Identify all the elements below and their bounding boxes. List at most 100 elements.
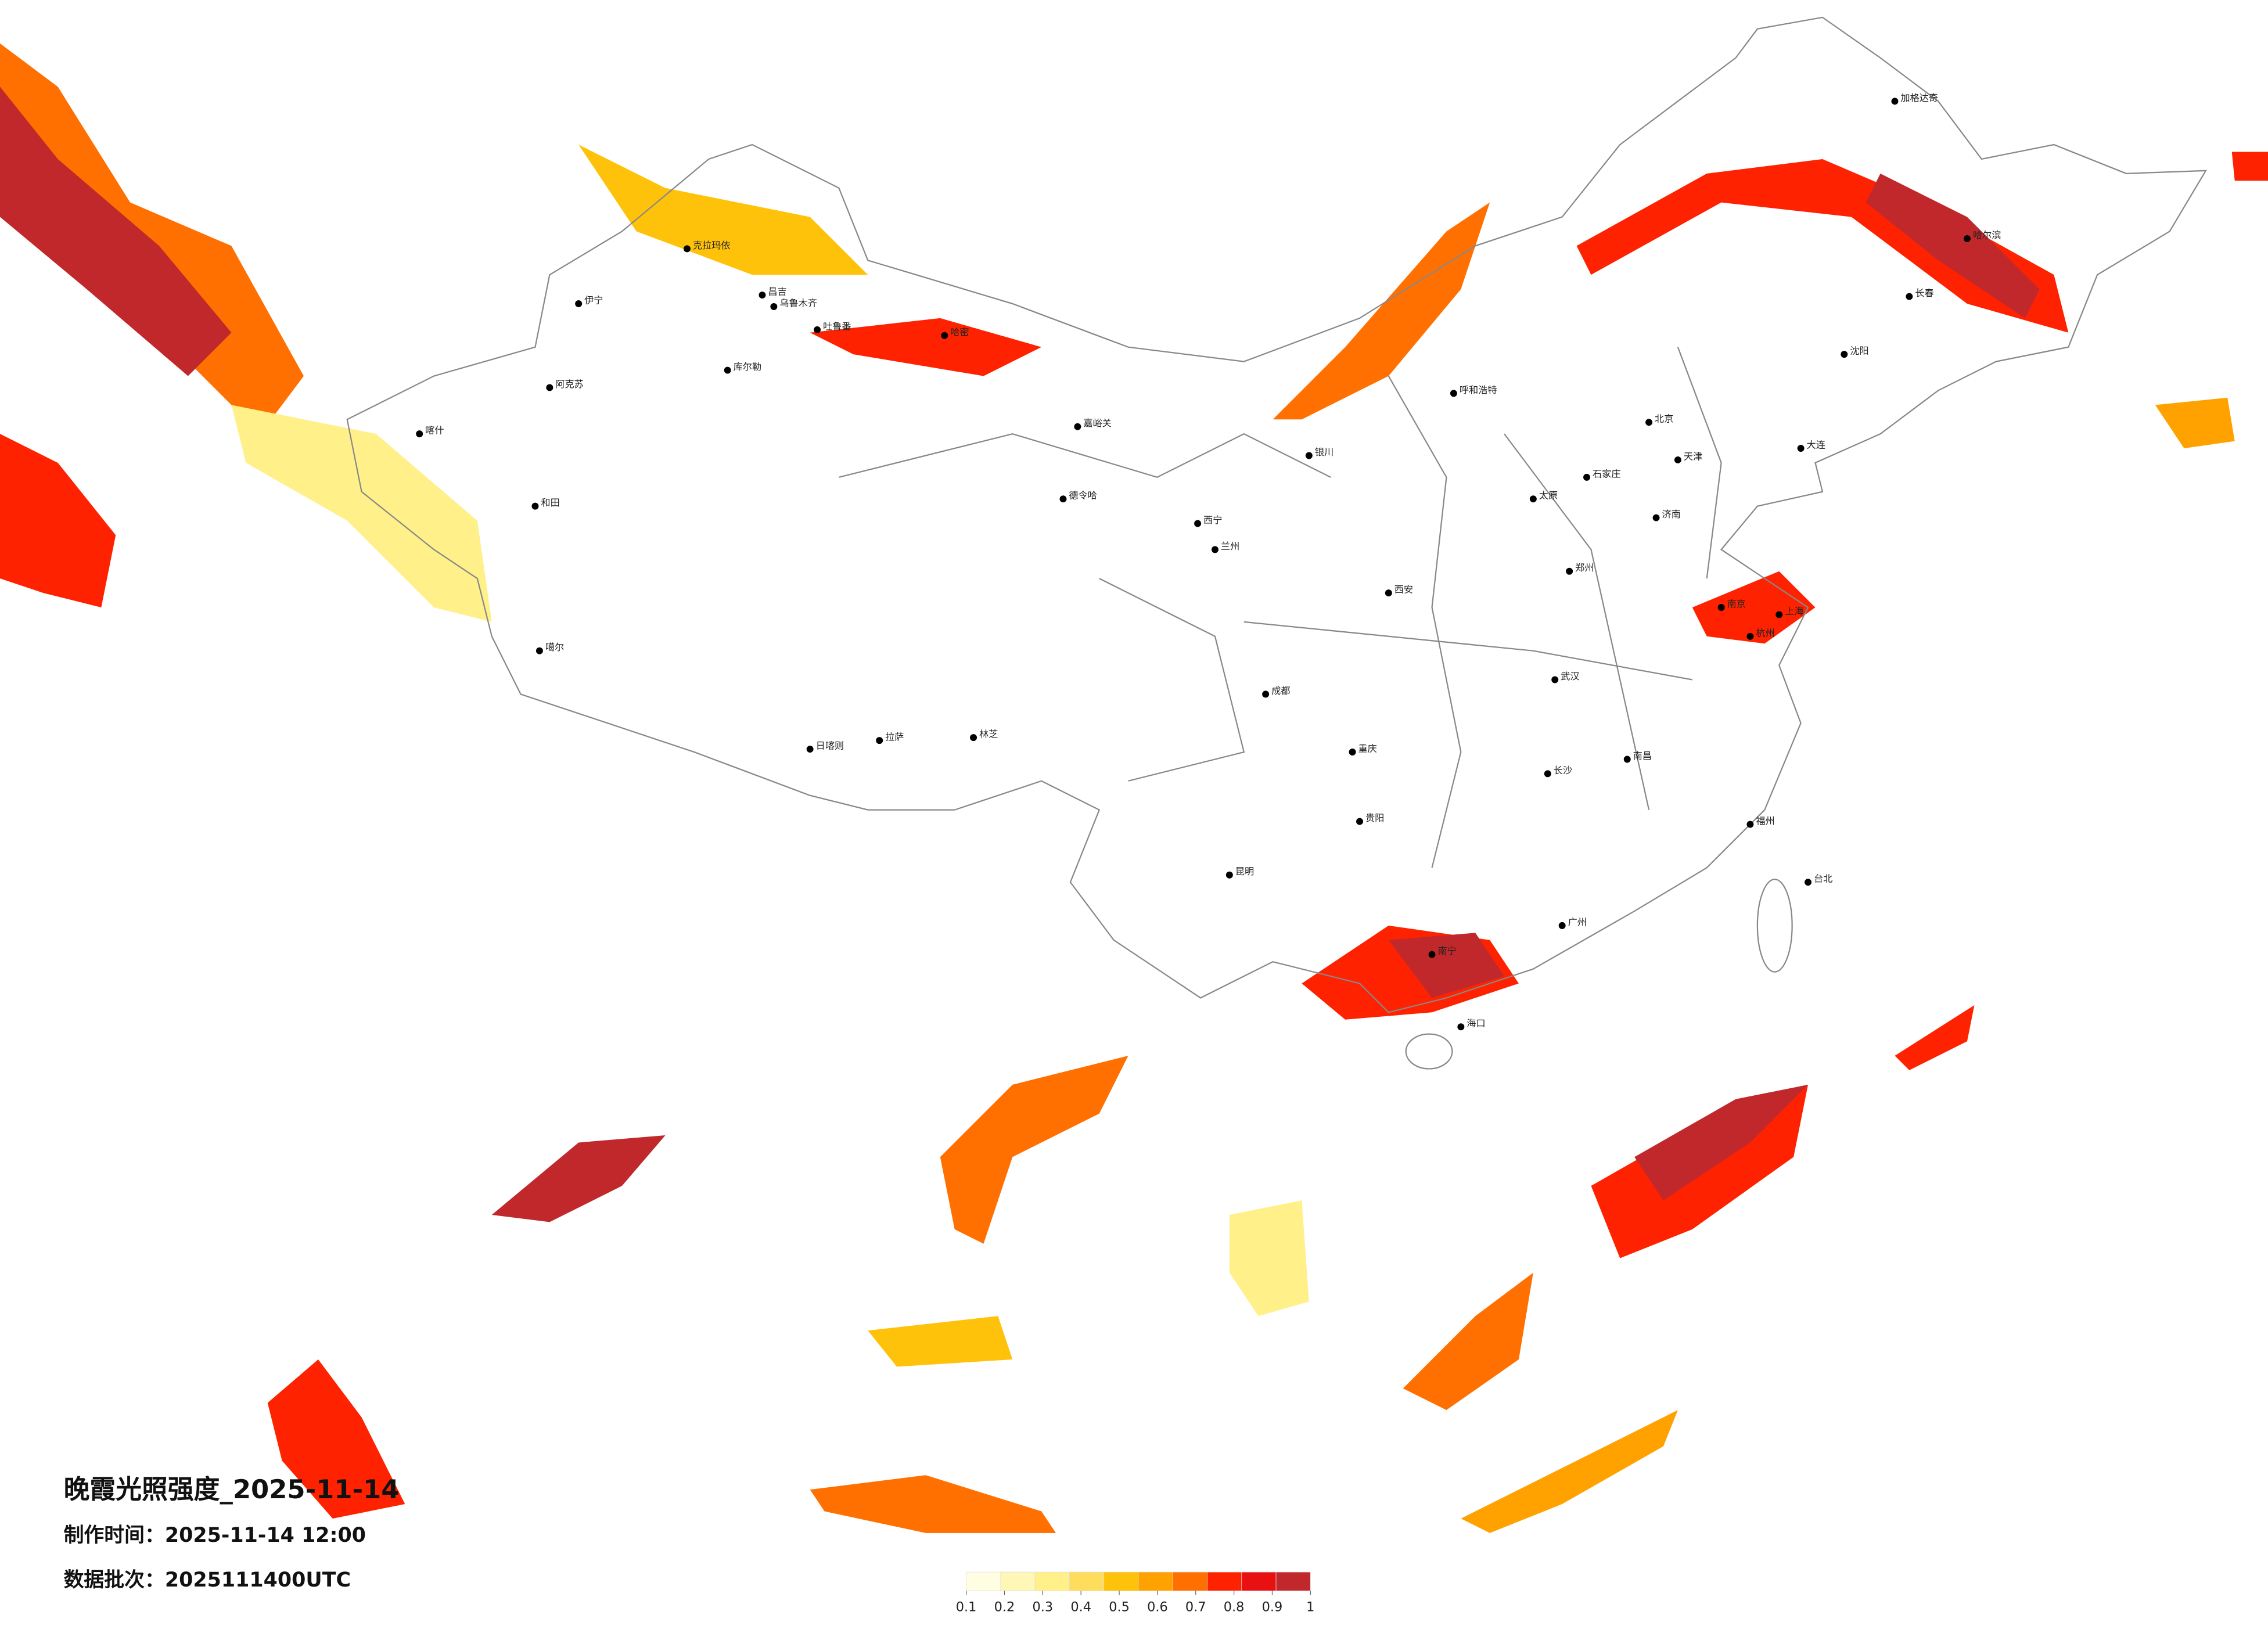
- city-dot: [1964, 235, 1971, 242]
- city-dot: [1450, 390, 1457, 397]
- legend: 0.1 0.2 0.3 0.4 0.5 0.6 0.7 0.8 0.9 1: [956, 1571, 1314, 1614]
- legend-swatch: [1069, 1571, 1105, 1591]
- city-label: 银川: [1315, 447, 1334, 458]
- city-label: 吐鲁番: [823, 321, 851, 332]
- city-dot: [1623, 756, 1631, 763]
- city-label: 南京: [1727, 599, 1746, 610]
- city-label: 库尔勒: [734, 361, 762, 372]
- city-dot: [1457, 1023, 1465, 1031]
- city-label: 昆明: [1235, 866, 1254, 877]
- legend-tick-label: 0.1: [956, 1599, 977, 1614]
- city-dot: [1746, 821, 1754, 828]
- legend-swatch: [1207, 1571, 1242, 1591]
- city-label: 上海: [1785, 606, 1803, 617]
- legend-swatch: [1034, 1571, 1070, 1591]
- city-label: 嘉峪关: [1083, 418, 1112, 429]
- city-dot: [1797, 445, 1805, 452]
- city-dot: [1583, 473, 1590, 481]
- city-label: 阿克苏: [555, 379, 584, 390]
- city-dot: [1558, 922, 1566, 929]
- city-label: 北京: [1655, 413, 1673, 425]
- legend-tick-label: 0.6: [1147, 1599, 1168, 1614]
- city-label: 福州: [1756, 815, 1774, 826]
- city-label: 郑州: [1575, 562, 1594, 573]
- city-label: 日喀则: [816, 740, 844, 751]
- legend-swatch: [1275, 1571, 1311, 1591]
- city-dot: [1551, 676, 1559, 684]
- city-dot: [1544, 770, 1551, 778]
- city-dot: [1529, 495, 1537, 503]
- city-label: 杭州: [1756, 627, 1774, 638]
- city-label: 克拉玛依: [693, 240, 731, 251]
- city-dot: [546, 384, 553, 391]
- city-label: 广州: [1568, 916, 1587, 927]
- city-label: 南宁: [1437, 945, 1456, 956]
- legend-tick-label: 0.9: [1262, 1599, 1283, 1614]
- city-dot: [1674, 456, 1681, 463]
- city-label: 噶尔: [545, 642, 564, 653]
- legend-tick-label: 0.4: [1070, 1599, 1091, 1614]
- city-dot: [724, 366, 731, 374]
- province-border: [839, 347, 1722, 868]
- intensity-field: [0, 43, 2268, 1533]
- city-label: 拉萨: [885, 732, 904, 743]
- city-label: 兰州: [1221, 541, 1239, 552]
- city-dot: [1349, 749, 1356, 756]
- data-batch: 数据批次：2025111400UTC: [64, 1569, 351, 1592]
- city-label: 重庆: [1358, 743, 1377, 754]
- city-dot: [876, 737, 883, 744]
- city-label: 呼和浩特: [1460, 384, 1497, 395]
- city-dot: [416, 430, 423, 438]
- city-label: 加格达奇: [1900, 92, 1938, 103]
- legend-swatch: [1241, 1571, 1277, 1591]
- city-label: 海口: [1467, 1018, 1485, 1029]
- legend-tick-label: 0.5: [1109, 1599, 1130, 1614]
- city-dot: [1074, 423, 1081, 430]
- city-dot: [1194, 520, 1202, 527]
- legend-tick-label: 0.2: [994, 1599, 1015, 1614]
- city-dot: [531, 502, 539, 510]
- city-dot: [1566, 567, 1573, 575]
- city-label: 太原: [1539, 490, 1558, 501]
- city-dot: [1305, 452, 1313, 459]
- country-border: [346, 16, 2207, 1013]
- legend-tick-label: 0.8: [1224, 1599, 1245, 1614]
- city-dot: [1262, 690, 1270, 698]
- city-dot: [535, 647, 543, 654]
- city-label: 天津: [1684, 451, 1702, 462]
- legend-tick-label: 0.3: [1033, 1599, 1054, 1614]
- city-label: 和田: [541, 497, 559, 508]
- made-time: 制作时间：2025-11-14 12:00: [64, 1524, 366, 1547]
- city-dot: [806, 746, 814, 753]
- city-dot: [1652, 514, 1660, 521]
- city-dot: [1746, 632, 1754, 640]
- city-label: 武汉: [1561, 671, 1579, 682]
- city-dot: [1775, 611, 1783, 618]
- city-label: 成都: [1271, 685, 1290, 696]
- city-dot: [941, 332, 948, 339]
- city-label: 哈尔滨: [1973, 229, 2001, 240]
- city-label: 哈密: [950, 326, 969, 337]
- city-label: 台北: [1814, 873, 1832, 884]
- city-dot: [683, 245, 691, 253]
- city-label: 南昌: [1633, 750, 1652, 761]
- city-label: 乌鲁木齐: [779, 297, 817, 308]
- city-dot: [770, 303, 778, 310]
- city-label: 大连: [1807, 440, 1825, 451]
- borders: [346, 16, 2207, 1070]
- city-dot: [1356, 818, 1363, 825]
- legend-tick-label: 0.7: [1185, 1599, 1206, 1614]
- city-label: 沈阳: [1850, 346, 1868, 357]
- legend-swatch: [966, 1571, 1001, 1591]
- hainan: [1405, 1033, 1453, 1070]
- city-label: 石家庄: [1593, 468, 1621, 479]
- city-dot: [1841, 351, 1848, 358]
- taiwan: [1756, 879, 1793, 973]
- city-dot: [1645, 419, 1653, 426]
- city-label: 贵阳: [1365, 812, 1384, 823]
- city-label: 德令哈: [1069, 490, 1097, 501]
- city-dot: [1385, 589, 1392, 597]
